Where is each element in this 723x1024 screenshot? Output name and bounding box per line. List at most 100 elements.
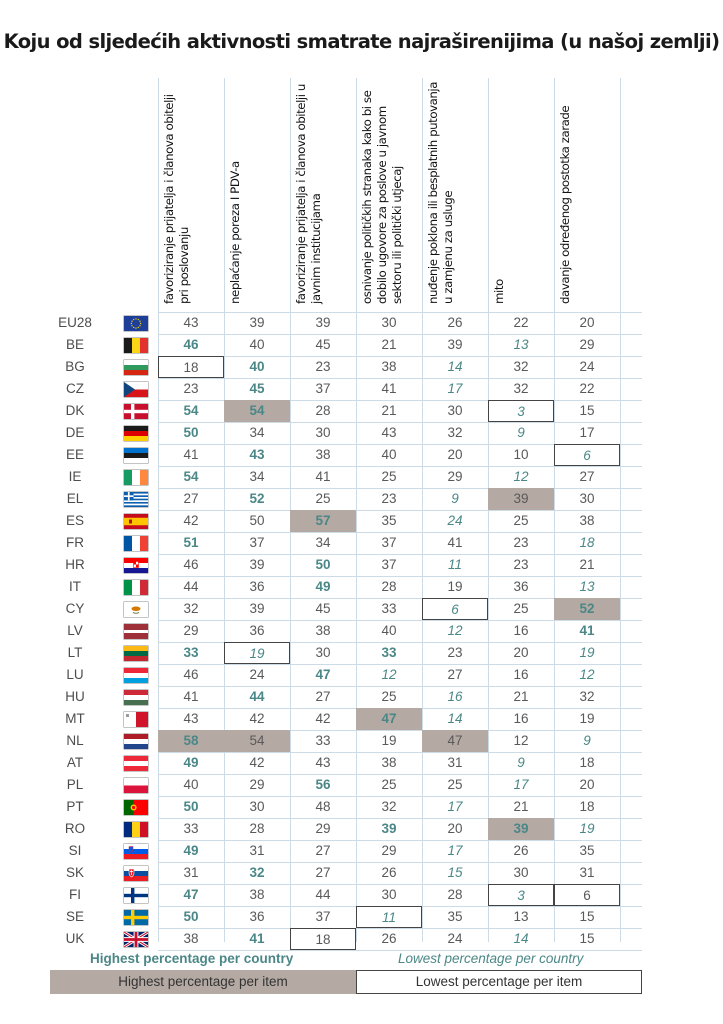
table-cell: 19 [381,733,397,748]
table-cell: 37 [381,557,397,572]
table-cell: 6 [554,884,620,906]
table-cell: 36 [249,909,265,924]
table-cell: 50 [183,425,199,440]
table-cell: 36 [249,623,265,638]
table-cell: 49 [183,755,199,770]
slovakia-flag-icon [124,866,148,881]
country-code: EU28 [58,315,92,330]
table-cell: 41 [315,469,331,484]
table-cell: 26 [447,315,463,330]
spain-flag-icon [124,514,148,529]
table-cell: 52 [249,491,265,506]
table-cell: 40 [381,623,397,638]
table-cell: 23 [381,491,397,506]
grid-line [158,862,642,863]
table-row: NL 58 54 33 19 47 12 9 [50,730,642,752]
table-cell: 16 [447,689,463,704]
table-cell: 45 [249,381,265,396]
table-cell: 37 [249,535,265,550]
country-code: LV [67,623,83,638]
table-cell: 25 [381,777,397,792]
grid-line [158,576,642,577]
table-cell: 12 [513,733,529,748]
table-cell: 12 [381,667,397,682]
column-header-1: favoriziranje prijatelja i članova obite… [158,78,224,310]
table-cell: 43 [315,755,331,770]
table-row: DE 50 34 30 43 32 9 17 [50,422,642,444]
table-cell: 27 [579,469,595,484]
table-cell: 23 [513,557,529,572]
table-cell: 39 [488,818,554,840]
table-cell: 17 [579,425,595,440]
table-cell: 30 [381,887,397,902]
table-cell: 47 [422,730,488,752]
table-cell: 33 [315,733,331,748]
table-cell: 50 [249,513,265,528]
table-cell: 24 [447,513,463,528]
country-code: BE [65,337,84,352]
table-cell: 38 [249,887,265,902]
table-cell: 43 [249,447,265,462]
table-cell: 30 [447,403,463,418]
table-row: FR 51 37 34 37 41 23 18 [50,532,642,554]
table-cell: 35 [579,843,595,858]
table-cell: 30 [381,315,397,330]
table-cell: 11 [447,557,462,572]
table-cell: 33 [183,821,199,836]
table-cell: 54 [183,469,199,484]
country-code: CZ [66,381,84,396]
table-row: ES 42 50 57 35 24 25 38 [50,510,642,532]
table-cell: 30 [315,425,331,440]
country-code: FR [66,535,84,550]
table-cell: 38 [381,755,397,770]
table-cell: 49 [315,579,331,594]
table-cell: 12 [447,623,463,638]
ireland-flag-icon [124,470,148,485]
malta-flag-icon [124,712,148,727]
table-cell: 32 [447,425,463,440]
sweden-flag-icon [124,910,148,925]
table-cell: 3 [488,400,554,422]
table-cell: 31 [579,865,595,880]
grid-line [158,950,642,951]
table-cell: 44 [315,887,331,902]
table-cell: 34 [249,469,265,484]
table-cell: 39 [249,315,265,330]
table-cell: 49 [183,843,199,858]
grid-line [158,774,642,775]
table-cell: 29 [249,777,265,792]
country-code: EE [65,447,84,462]
table-cell: 19 [579,821,595,836]
grid-line [158,334,642,335]
bulgaria-flag-icon [124,360,148,375]
table-cell: 27 [183,491,199,506]
table-row: IT 44 36 49 28 19 36 13 [50,576,642,598]
table-row: HR 46 39 50 37 11 23 21 [50,554,642,576]
country-code: PT [66,799,84,814]
table-cell: 28 [381,579,397,594]
table-cell: 50 [183,909,199,924]
grid-line [158,532,642,533]
table-cell: 38 [183,931,199,946]
table-cell: 12 [579,667,595,682]
country-code: BG [65,359,85,374]
legend-highest-per-country: Highest percentage per country [90,951,294,966]
table-cell: 37 [315,909,331,924]
grid-line [158,466,642,467]
table-cell: 47 [183,887,199,902]
table-cell: 17 [447,381,463,396]
table-cell: 24 [249,667,265,682]
table-cell: 21 [381,403,397,418]
grid-line [158,686,642,687]
country-code: FI [69,887,81,902]
grid-line [158,378,642,379]
table-cell: 14 [447,359,463,374]
column-header-label: nuđenje poklona ili besplatnih putovanja… [426,81,455,304]
table-cell: 23 [447,645,463,660]
grid-line [158,730,642,731]
table-cell: 15 [579,931,595,946]
table-cell: 31 [249,843,265,858]
table-cell: 19 [447,579,463,594]
country-code: HR [65,557,85,572]
france-flag-icon [124,536,148,551]
